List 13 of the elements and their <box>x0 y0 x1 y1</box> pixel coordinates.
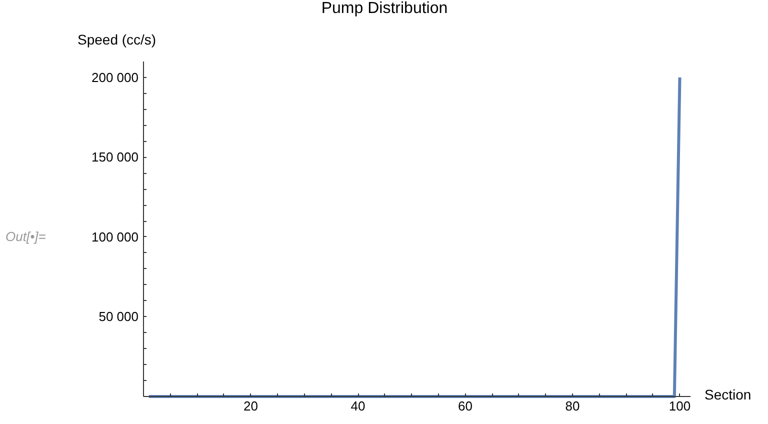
x-tick-label: 80 <box>565 398 580 414</box>
x-axis-title: Section <box>704 386 752 402</box>
y-axis-title: Speed (cc/s) <box>78 32 156 48</box>
text: Out[•]= <box>6 229 46 244</box>
y-tick-label: 100 000 <box>92 229 139 244</box>
x-tick-label: 60 <box>458 398 473 414</box>
y-tick-label: 150 000 <box>92 150 139 165</box>
chart-title: Pump Distribution <box>321 0 448 17</box>
x-tick-label: 100 <box>668 398 691 414</box>
x-tick-label: 40 <box>350 398 366 414</box>
y-tick-label: 200 000 <box>92 70 139 85</box>
y-tick-label: 50 000 <box>98 309 139 324</box>
x-tick-label: 20 <box>244 398 258 414</box>
